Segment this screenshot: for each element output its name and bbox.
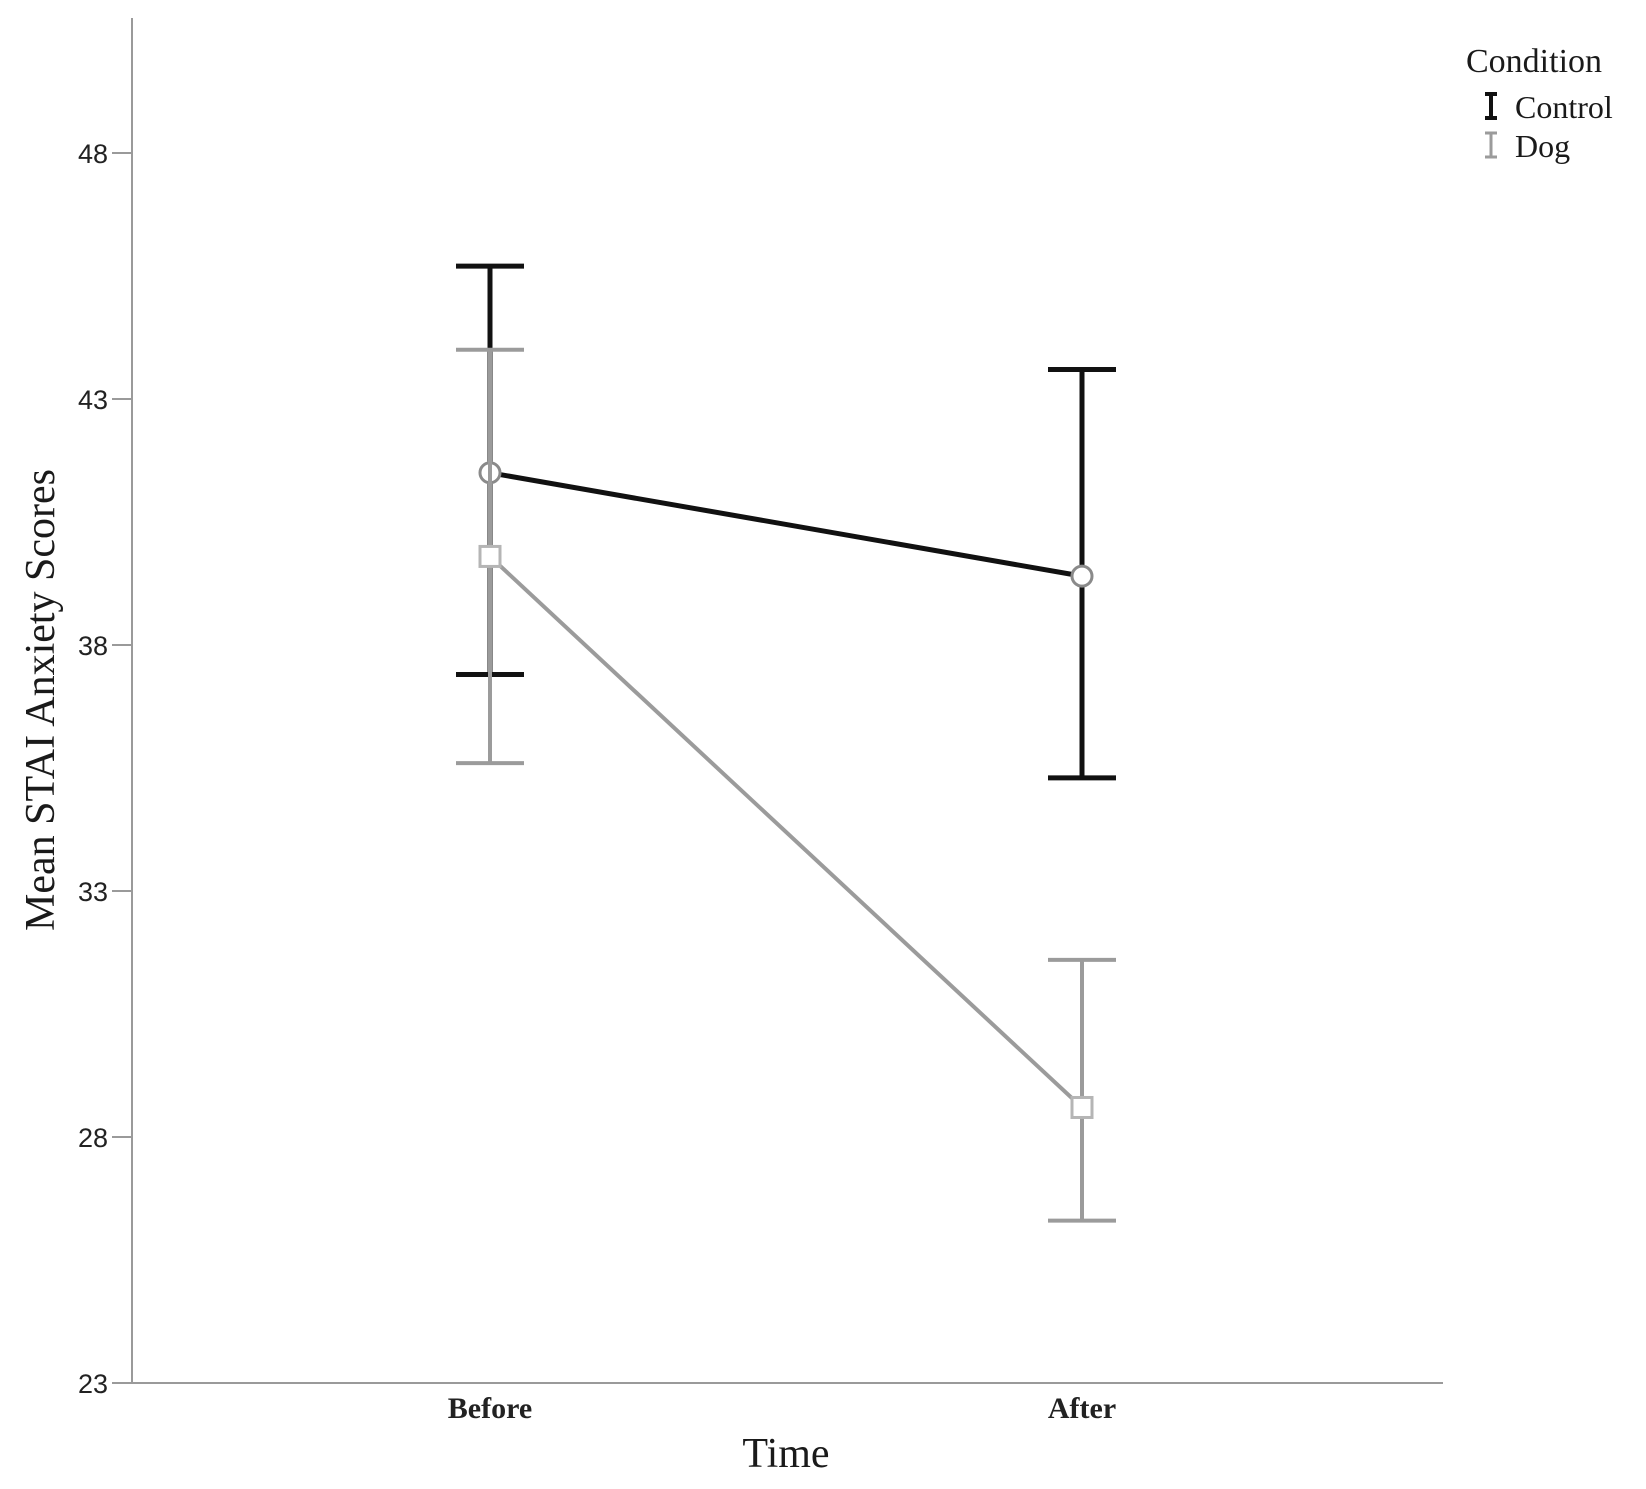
x-tick-label: After [1048, 1392, 1116, 1425]
data-point [1070, 564, 1094, 588]
y-tick-label: 28 [78, 1123, 108, 1153]
legend-item-control: Control [1485, 89, 1613, 125]
legend-item-dog: Dog [1485, 128, 1570, 164]
legend-title: Condition [1466, 43, 1602, 80]
legend-label: Dog [1515, 128, 1570, 164]
series-line [489, 470, 1083, 579]
x-tick-label: Before [448, 1392, 532, 1425]
series-dog [456, 347, 1116, 1223]
y-tick-label: 38 [78, 631, 108, 661]
y-tick-label: 33 [78, 877, 108, 907]
y-tick-label: 43 [78, 385, 108, 415]
data-point [478, 544, 502, 568]
data-point [1070, 1095, 1094, 1119]
legend-label: Control [1515, 89, 1613, 125]
y-axis-title: Mean STAI Anxiety Scores [18, 469, 64, 931]
y-tick-label: 23 [78, 1369, 108, 1399]
y-tick-label: 48 [78, 139, 108, 169]
x-axis-title: Time [742, 1431, 829, 1477]
axes [131, 18, 1443, 1384]
y-ticks: 23 28 33 38 43 48 [78, 139, 132, 1399]
series [456, 263, 1116, 1223]
series-control [456, 263, 1116, 781]
series-line [488, 554, 1084, 1109]
x-ticks: Before After [448, 1392, 1116, 1425]
